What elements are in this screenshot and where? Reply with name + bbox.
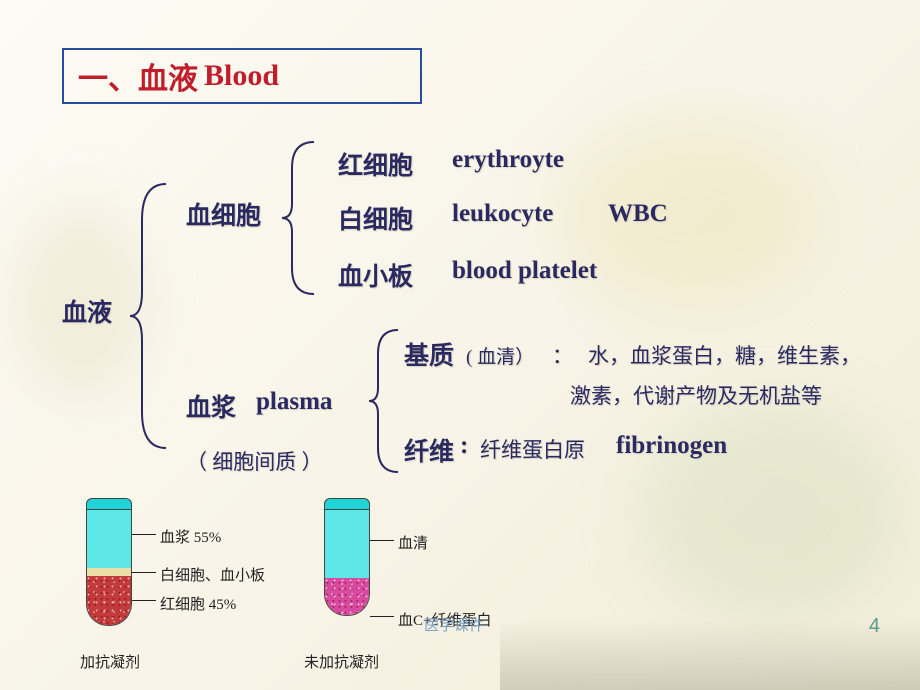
leukocyte-abbr: WBC (608, 200, 668, 228)
matrix-label: 基质 (404, 336, 454, 372)
matrix-paren: ( 血清） (466, 342, 534, 369)
platelet-en: blood platelet (452, 257, 597, 285)
platelet-cn: 血小板 (338, 257, 413, 293)
brace-cells (278, 138, 328, 298)
tube-layer (87, 568, 131, 576)
tube-left-l2: 白细胞、血小板 (160, 564, 265, 585)
erythrocyte-en: erythroyte (452, 146, 564, 174)
tube-layer (87, 510, 131, 568)
tube-right-caption: 未加抗凝剂 (304, 651, 379, 672)
lead (132, 534, 156, 535)
plasma-cn: 血浆 (186, 388, 236, 424)
matrix-colon: ： (552, 340, 573, 370)
erythrocyte-cn: 红细胞 (338, 146, 413, 182)
footer-watermark: 医学课件 (424, 614, 484, 635)
matrix-line2: 激素，代谢产物及无机盐等 (570, 380, 822, 410)
leukocyte-en: leukocyte (452, 200, 553, 228)
fiber-cn: 纤维蛋白原 (480, 434, 585, 464)
leukocyte-cn: 白细胞 (338, 200, 413, 236)
lead (370, 540, 394, 541)
matrix-line1: 水，血浆蛋白，糖，维生素， (588, 340, 861, 370)
tube-left-body (86, 510, 132, 626)
lead (370, 616, 394, 617)
tube-left-caption: 加抗凝剂 (80, 651, 140, 672)
brace-root (126, 180, 182, 452)
tube-layer (325, 578, 369, 616)
tube-layer (87, 576, 131, 626)
tube-left-l3: 红细胞 45% (160, 593, 236, 614)
tube-layer (325, 510, 369, 578)
root-label: 血液 (62, 293, 112, 329)
fiber-colon: : (460, 432, 468, 460)
fiber-en: fibrinogen (616, 432, 727, 460)
page-number: 4 (869, 615, 880, 638)
tube-right-cap (324, 498, 370, 510)
lead (132, 600, 156, 601)
plasma-note: （ 细胞间质 ） (186, 446, 323, 476)
tube-right-l1: 血清 (398, 532, 428, 553)
tube-right-body (324, 510, 370, 616)
tube-right (324, 498, 370, 616)
tube-left-cap (86, 498, 132, 510)
lead (132, 572, 156, 573)
tube-left-l1: 血浆 55% (160, 526, 221, 547)
plasma-en: plasma (256, 388, 332, 416)
fiber-label: 纤维 (404, 432, 454, 468)
cells-label: 血细胞 (186, 196, 261, 232)
tube-left (86, 498, 132, 626)
